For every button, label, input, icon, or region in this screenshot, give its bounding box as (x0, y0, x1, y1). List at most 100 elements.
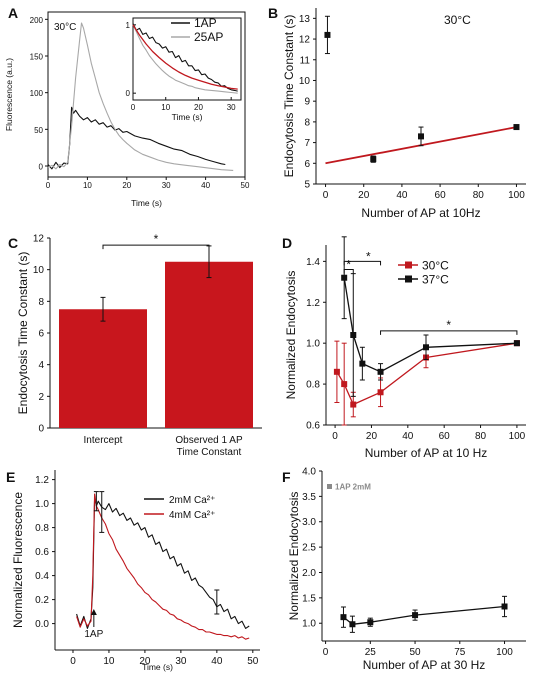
x-tick-label: 100 (509, 431, 526, 442)
x-axis-title: Number of AP at 10 Hz (365, 446, 488, 460)
x-tick-label: 40 (201, 181, 210, 190)
data-point (418, 133, 424, 140)
y-tick-label: 0.6 (35, 547, 49, 558)
y-tick-label: 1.2 (306, 298, 320, 309)
x-tick-label: 10 (103, 656, 115, 667)
data-point (341, 381, 348, 388)
x-tick-label: 40 (396, 190, 408, 201)
data-point (349, 621, 356, 628)
x-tick-label: 30 (175, 656, 187, 667)
x-tick-label: 100 (496, 647, 513, 658)
data-point (367, 619, 374, 626)
y-tick-label: 4.0 (302, 467, 316, 478)
y-tick-label: 13 (299, 14, 311, 25)
x-tick-label: 20 (366, 431, 378, 442)
significance-bracket (343, 269, 354, 274)
data-point (324, 31, 331, 38)
legend-label: 25AP (194, 30, 223, 44)
x-axis-title: Number of AP at 10Hz (361, 206, 480, 220)
stimulus-label: 1AP (84, 629, 103, 640)
data-point (377, 368, 384, 375)
y-tick-label: 150 (30, 53, 44, 62)
data-point (359, 360, 366, 367)
significance-star: * (154, 232, 159, 246)
panel-e-chart: 0 10 20 30 40 50 0.0 0.2 0.4 0.6 0.8 1.0 1.2 Time (s)… (11, 470, 260, 672)
inset-y-tick-label: 0 (126, 89, 131, 98)
data-point (501, 603, 508, 610)
data-point (423, 344, 429, 351)
series-line (76, 493, 250, 640)
y-tick-label: 50 (34, 126, 43, 135)
panel-e-legend: 2mM Ca²⁺ 4mM Ca²⁺ (144, 495, 215, 521)
bar-intercept (59, 309, 147, 428)
x-tick-label: 80 (475, 431, 487, 442)
y-tick-label: 5 (304, 180, 310, 191)
panel-f-chart: 0 25 50 75 100 1.0 1.5 2.0 2.5 3.0 3.5 4.0 Number of… (287, 467, 526, 672)
category-label: Intercept (84, 435, 123, 446)
x-tick-label: 0 (332, 431, 338, 442)
data-point (513, 124, 520, 131)
data-point (333, 368, 340, 375)
y-tick-label: 0.4 (35, 571, 49, 582)
y-tick-label: 1.0 (302, 619, 316, 630)
inset-x-tick-label: 0 (131, 103, 136, 112)
inset-frame (132, 17, 242, 101)
x-axis-title: Number of AP at 30 Hz (363, 658, 486, 672)
significance-bracket (380, 330, 518, 335)
y-axis-title: Normalized Endocytosis (287, 492, 301, 621)
y-tick-label: 1.0 (306, 339, 320, 350)
y-tick-label: 12 (33, 234, 45, 245)
y-tick-label: 0.8 (306, 380, 320, 391)
panel-letter-d: D (282, 235, 292, 251)
y-tick-label: 6 (38, 329, 44, 340)
panel-letter-e: E (6, 469, 15, 485)
data-point (370, 156, 377, 163)
y-tick-label: 0 (38, 424, 44, 435)
x-axis-title: Time (s) (131, 198, 162, 208)
x-tick-label: 50 (409, 647, 421, 658)
panel-b-chart: 0 20 40 60 80 100 5 6 7 8 9 10 11 12 13 Number of AP at… (282, 8, 526, 220)
x-axis-title: Time (s) (142, 662, 173, 672)
x-tick-label: 80 (473, 190, 485, 201)
y-tick-label: 1.2 (35, 475, 49, 486)
y-tick-label: 100 (30, 89, 44, 98)
legend-marker (405, 261, 412, 269)
data-point (341, 274, 348, 281)
legend-label: 30°C (422, 259, 449, 273)
temperature-annotation: 30°C (54, 22, 76, 33)
y-tick-label: 7 (304, 138, 310, 149)
stimulus-arrow-head (90, 609, 97, 615)
x-tick-label: 0 (323, 647, 329, 658)
y-tick-label: 12 (299, 35, 311, 46)
series-line-25ap (47, 22, 234, 171)
series-line (76, 497, 250, 629)
y-tick-label: 9 (304, 97, 310, 108)
temperature-annotation: 30°C (444, 13, 471, 27)
category-label: Observed 1 AP (175, 435, 243, 446)
panel-letter-f: F (282, 469, 291, 485)
y-tick-label: 0.6 (306, 421, 320, 432)
y-axis-title: Normalized Endocytosis (284, 271, 298, 400)
legend-label: 37°C (422, 273, 449, 287)
legend-label: 4mM Ca²⁺ (169, 510, 215, 521)
panel-d-chart: 0 20 40 60 80 100 0.6 0.8 1.0 1.2 1.4 Number of AP … (284, 236, 526, 460)
y-tick-label: 0.8 (35, 523, 49, 534)
y-tick-label: 3.5 (302, 492, 316, 503)
data-point (340, 614, 347, 621)
y-tick-label: 1.0 (35, 499, 49, 510)
y-axis-title: Fluorescence (a.u.) (4, 58, 14, 131)
x-tick-label: 0 (323, 190, 329, 201)
legend-label: 2mM Ca²⁺ (169, 495, 215, 506)
x-tick-label: 40 (211, 656, 223, 667)
series-line (343, 277, 517, 373)
y-tick-label: 10 (299, 76, 311, 87)
x-tick-label: 40 (402, 431, 414, 442)
x-tick-label: 60 (435, 190, 447, 201)
data-point (350, 332, 357, 338)
y-tick-label: 2.5 (302, 543, 316, 554)
x-tick-label: 10 (83, 181, 92, 190)
y-tick-label: 0.2 (35, 595, 49, 606)
legend-note-marker (327, 484, 332, 489)
significance-star: * (446, 318, 451, 332)
